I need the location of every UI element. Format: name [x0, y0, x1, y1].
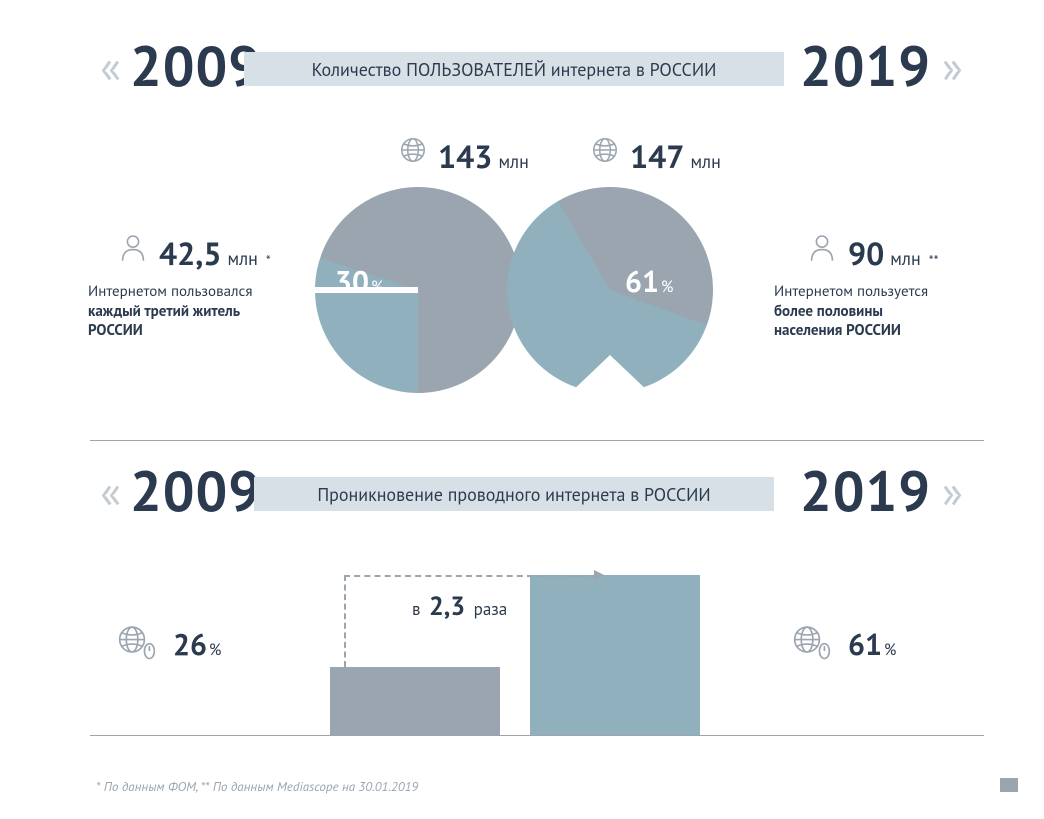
pie-2019-notch — [568, 355, 652, 395]
footnote-star: * — [266, 251, 271, 269]
person-icon — [117, 232, 149, 269]
growth-arrow-vertical — [344, 575, 346, 667]
wired-pct-2019: 61% — [790, 623, 896, 666]
bar-2009 — [330, 667, 500, 735]
section-wired: « 2009 Проникновение проводного интернет… — [0, 455, 1044, 745]
year-2009-top: 2009 — [130, 30, 261, 102]
wired-globe-icon — [115, 623, 159, 666]
footer-mark — [1000, 778, 1018, 792]
users-2019: 90 млн ** — [806, 232, 939, 274]
pie-2019-pct: 61% — [625, 262, 673, 301]
quote-close-2: » — [942, 463, 963, 520]
footnote-star: ** — [929, 251, 939, 269]
growth-ratio: в 2,3 раза — [412, 590, 507, 623]
footnote: * По данным ФОМ, ** По данным Mediascope… — [96, 778, 418, 795]
growth-arrow-horizontal — [344, 575, 594, 577]
growth-arrow-head — [594, 570, 604, 580]
title-bar-users: Количество ПОЛЬЗОВАТЕЛЕЙ интернета в РОС… — [244, 52, 784, 86]
bar-2019 — [530, 575, 700, 735]
quote-close-1: » — [942, 38, 963, 95]
users-2019-value: 90 — [848, 232, 884, 274]
title-bar-wired: Проникновение проводного интернета в РОС… — [254, 477, 774, 511]
users-unit: млн — [228, 247, 258, 270]
wired-pct-2009: 26% — [115, 623, 221, 666]
section-users: « 2009 Количество ПОЛЬЗОВАТЕЛЕЙ интернет… — [0, 30, 1044, 440]
title-wired-text: Проникновение проводного интернета в РОС… — [317, 483, 710, 506]
population-2009: 143 млн — [398, 135, 529, 177]
pie-2009-notch — [305, 287, 418, 293]
users-2009-value: 42,5 — [159, 232, 222, 274]
pie-2009-pct: 30% — [335, 262, 383, 301]
users-unit: млн — [890, 247, 920, 270]
section-divider — [90, 440, 984, 441]
year-2019-top: 2019 — [800, 30, 931, 102]
globe-icon — [590, 135, 620, 170]
population-unit: млн — [498, 150, 528, 173]
quote-open-1: « — [100, 38, 121, 95]
users-2009: 42,5 млн * — [117, 232, 271, 274]
title-users-text: Количество ПОЛЬЗОВАТЕЛЕЙ интернета в РОС… — [312, 58, 717, 81]
wired-globe-icon — [790, 623, 834, 666]
caption-2009: Интернетом пользовался каждый третий жит… — [88, 282, 298, 341]
bar-baseline — [90, 735, 984, 736]
population-2019: 147 млн — [590, 135, 721, 177]
year-2019-bottom: 2019 — [800, 455, 931, 527]
population-unit: млн — [690, 150, 720, 173]
caption-2019: Интернетом пользуется более половины нас… — [774, 282, 1004, 341]
quote-open-2: « — [100, 463, 121, 520]
population-2019-value: 147 — [630, 135, 684, 177]
year-2009-bottom: 2009 — [130, 455, 261, 527]
person-icon — [806, 232, 838, 269]
population-2009-value: 143 — [438, 135, 492, 177]
globe-icon — [398, 135, 428, 170]
